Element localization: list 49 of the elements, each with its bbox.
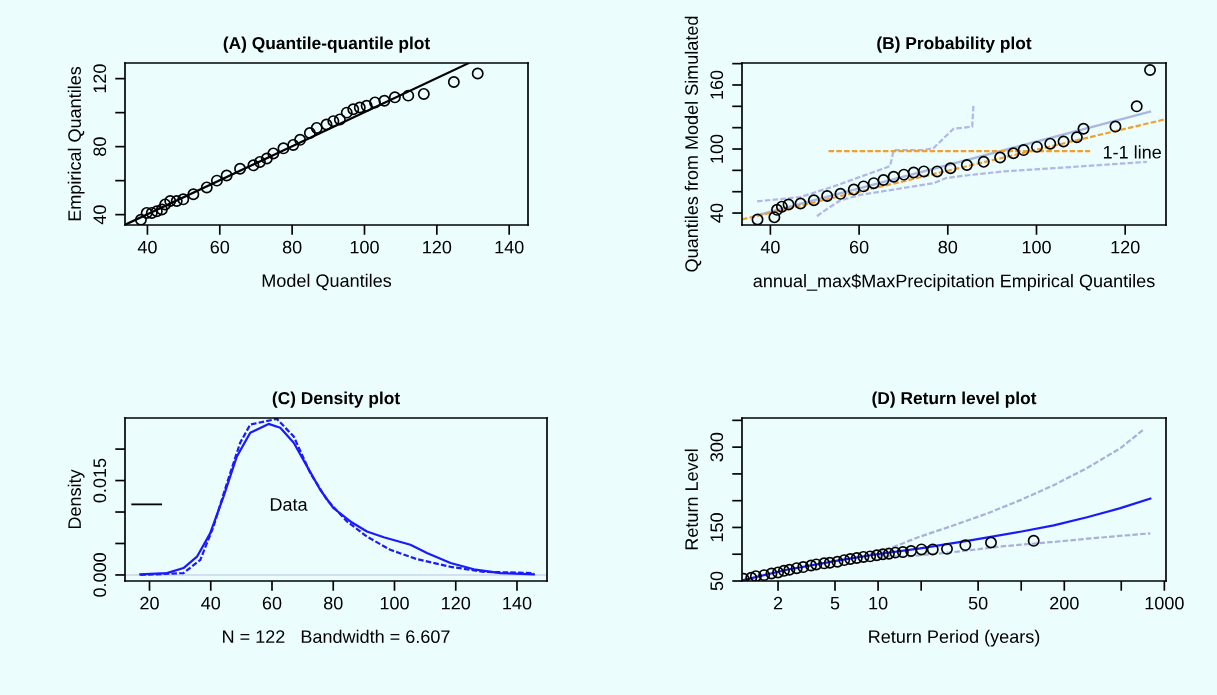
- x-axis-title: N = 122 Bandwidth = 6.607: [223, 629, 450, 644]
- y-tick-label: 40: [93, 205, 107, 225]
- chart-title: (A) Quantile-quantile plot: [223, 36, 430, 53]
- x-tick-label: 200: [1050, 596, 1079, 610]
- y-tick-label: 0.000: [93, 553, 107, 597]
- x-tick-label: 100: [350, 240, 379, 254]
- y-tick-label: 80: [93, 137, 107, 156]
- x-tick-label: 80: [323, 596, 343, 610]
- x-tick-label: 60: [262, 596, 282, 610]
- x-axis-title: Return Period (years): [869, 629, 1040, 647]
- x-tick-label: 120: [423, 240, 452, 254]
- y-tick-label: 120: [93, 64, 107, 93]
- x-tick-label: 10: [869, 596, 888, 610]
- chart-title: (C) Density plot: [272, 391, 400, 408]
- x-tick-label: 100: [380, 596, 409, 610]
- x-tick-label: 60: [849, 240, 869, 254]
- x-tick-label: 120: [442, 596, 471, 610]
- x-tick-label: 140: [503, 596, 532, 610]
- x-tick-label: 50: [968, 596, 988, 610]
- x-tick-label: 20: [140, 596, 159, 610]
- x-tick-label: 5: [830, 596, 840, 610]
- y-axis-title: Empirical Quantiles: [67, 66, 85, 221]
- x-tick-label: 140: [495, 240, 524, 254]
- x-tick-label: 80: [282, 240, 302, 254]
- series-label: Data: [270, 498, 308, 511]
- y-axis-title: Density: [67, 469, 85, 529]
- chart-title: (D) Return level plot: [872, 391, 1037, 408]
- x-axis-title: annual_max$MaxPrecipitation Empirical Quantiles: [753, 273, 1155, 291]
- x-tick-label: 120: [1111, 240, 1140, 254]
- y-tick-label: 0.015: [93, 458, 107, 503]
- x-tick-label: 40: [201, 596, 221, 610]
- x-tick-label: 60: [210, 240, 230, 254]
- y-axis-title: Return Level: [684, 449, 698, 550]
- x-tick-label: 80: [938, 240, 958, 254]
- y-tick-label: 50: [710, 571, 724, 591]
- x-axis-title: Model Quantiles: [262, 273, 392, 291]
- y-tick-label: 100: [710, 134, 724, 163]
- x-tick-label: 40: [760, 240, 780, 254]
- y-tick-label: 300: [710, 432, 724, 462]
- y-tick-label: 160: [710, 70, 724, 99]
- y-axis-title: Quantiles from Model Simulated: [684, 16, 702, 272]
- y-tick-label: 150: [710, 513, 724, 542]
- x-tick-label: 2: [773, 596, 783, 610]
- chart-title: (B) Probability plot: [877, 36, 1032, 53]
- x-tick-label: 40: [137, 240, 157, 254]
- y-tick-label: 40: [710, 203, 724, 223]
- x-tick-label: 100: [1022, 240, 1051, 254]
- x-tick-label: 1000: [1145, 596, 1184, 610]
- annotation: 1-1 line: [1103, 145, 1161, 159]
